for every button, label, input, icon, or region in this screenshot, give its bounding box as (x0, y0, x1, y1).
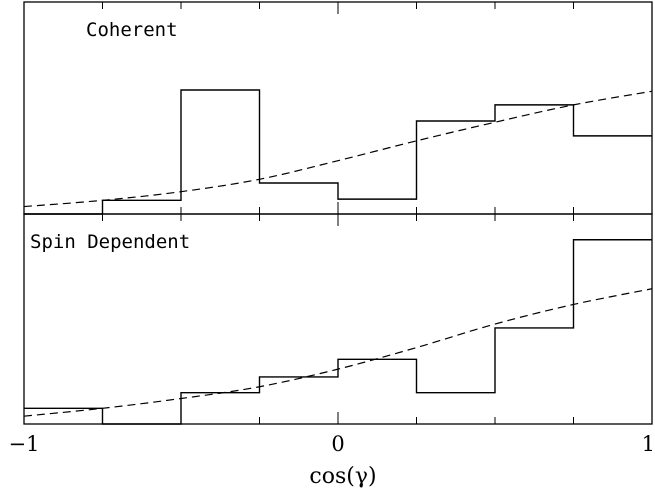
spin-dependent-dashed-curve (23, 288, 653, 417)
spin-dependent-histogram (24, 239, 652, 425)
coherent-histogram (24, 89, 652, 215)
x-tick-label: −1 (9, 432, 40, 456)
coherent-panel-label: Coherent (86, 19, 178, 41)
x-axis-label: cos(γ) (309, 464, 376, 489)
x-axis-tick-labels: −1 0 1 (9, 432, 655, 456)
spin-dependent-panel: Spin Dependent (23, 213, 653, 425)
x-tick-label: 0 (331, 432, 344, 456)
coherent-dashed-curve (23, 90, 653, 208)
spin-dependent-panel-label: Spin Dependent (30, 231, 190, 253)
coherent-panel: Coherent (23, 1, 653, 215)
x-tick-label: 1 (642, 432, 655, 456)
